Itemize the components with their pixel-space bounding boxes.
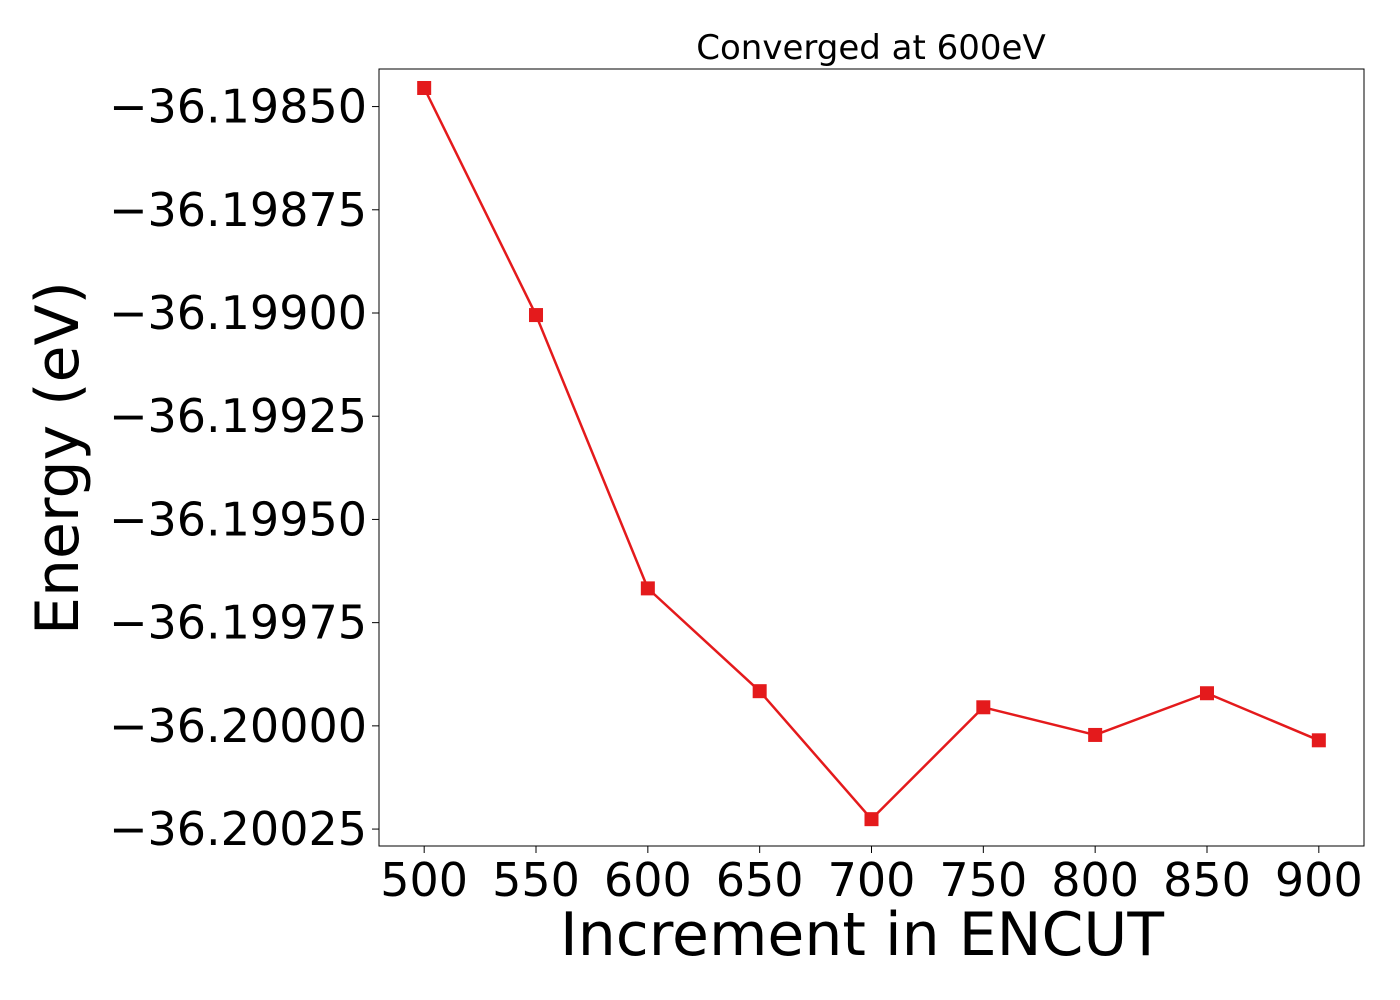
x-axis-title: Increment in ENCUT (560, 900, 1164, 970)
x-tick-label: 800 (1051, 853, 1139, 907)
x-tick-label: 650 (716, 853, 804, 907)
x-axis-ticks: 500 550 600 650 700 750 800 850 900 (380, 846, 1363, 907)
x-tick-label: 550 (492, 853, 580, 907)
y-tick-label: −36.20025 (109, 802, 367, 856)
y-tick-label: −36.19950 (109, 492, 367, 546)
data-point-marker (529, 308, 544, 323)
data-point-marker (1311, 733, 1326, 748)
y-axis-title: Energy (eV) (23, 281, 93, 635)
series-layer (417, 80, 1326, 827)
y-tick-label: −36.19875 (109, 183, 367, 237)
x-tick-label: 500 (380, 853, 468, 907)
data-point-marker (976, 700, 991, 715)
x-tick-label: 850 (1163, 853, 1251, 907)
y-tick-label: −36.19850 (109, 80, 367, 134)
data-point-marker (752, 684, 767, 699)
x-tick-label: 900 (1275, 853, 1363, 907)
data-point-marker (417, 80, 432, 95)
data-point-marker (864, 812, 879, 827)
data-point-marker (1199, 686, 1214, 701)
y-tick-label: −36.19925 (109, 389, 367, 443)
y-tick-label: −36.19900 (109, 286, 367, 340)
x-tick-label: 600 (604, 853, 692, 907)
y-tick-label: −36.19975 (109, 596, 367, 650)
plot-area-frame (378, 68, 1365, 847)
x-tick-label: 700 (828, 853, 916, 907)
chart-title: Converged at 600eV (696, 28, 1045, 68)
x-tick-label: 750 (939, 853, 1027, 907)
y-tick-label: −36.20000 (109, 699, 367, 753)
data-point-marker (640, 581, 655, 596)
data-point-marker (1088, 727, 1103, 742)
y-axis-ticks: −36.19850 −36.19875 −36.19900 −36.19925 −36.… (109, 80, 379, 856)
